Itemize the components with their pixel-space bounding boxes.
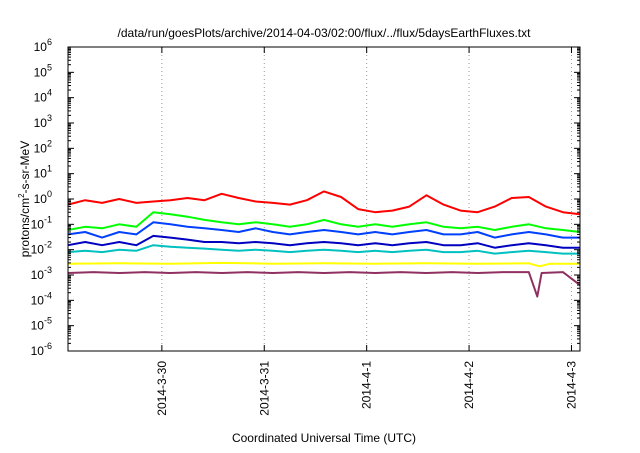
y-tick-label: 10-6 <box>31 341 52 358</box>
y-tick-label-base: 10 <box>31 243 45 257</box>
series-line <box>67 261 580 268</box>
y-tick-label: 10-4 <box>31 290 52 307</box>
chart-title: /data/run/goesPlots/archive/2014-04-03/0… <box>118 26 532 40</box>
y-tick-label: 100 <box>34 189 52 206</box>
y-tick-label-exp: -6 <box>44 341 52 351</box>
y-tick-label-exp: -4 <box>44 290 52 300</box>
y-tick-label: 10-3 <box>31 265 52 282</box>
y-tick-label: 105 <box>34 62 52 79</box>
series-line <box>67 211 581 233</box>
y-axis-label: protons/cm2-s-sr-MeV <box>17 141 32 257</box>
x-tick-label: 2014-3-31 <box>257 361 271 416</box>
y-tick-label: 10-5 <box>31 316 52 333</box>
y-tick-label: 103 <box>34 113 52 130</box>
y-axis: 10-610-510-410-310-210-11001011021031041… <box>31 37 580 358</box>
y-axis-label-sup: 2 <box>17 193 26 198</box>
x-tick-label: 2014-4-3 <box>564 361 578 409</box>
y-tick-label: 102 <box>34 138 52 155</box>
y-tick-label-exp: 3 <box>47 113 52 123</box>
y-tick-label-exp: -3 <box>44 265 52 275</box>
y-tick-label-base: 10 <box>34 141 48 155</box>
y-tick-label-exp: -2 <box>44 240 52 250</box>
y-tick-label-exp: 5 <box>47 62 52 72</box>
y-tick-label-exp: -1 <box>44 214 52 224</box>
y-tick-label-base: 10 <box>31 268 45 282</box>
y-tick-label-base: 10 <box>31 344 45 358</box>
series-line <box>67 190 581 216</box>
y-tick-label: 106 <box>34 37 52 54</box>
series-line <box>67 221 580 239</box>
series-line <box>67 271 581 298</box>
y-tick-label: 104 <box>34 88 52 105</box>
y-tick-label-base: 10 <box>34 65 48 79</box>
y-tick-label-base: 10 <box>34 167 48 181</box>
series-layer <box>67 190 581 298</box>
y-tick-label-base: 10 <box>34 91 48 105</box>
x-axis: 2014-3-30 2014-3-31 2014-4-1 2014-4-2 2014-4… <box>155 47 578 416</box>
series-line <box>67 244 580 255</box>
y-tick-label: 10-2 <box>31 240 52 257</box>
x-tick-label: 2014-3-30 <box>155 361 169 416</box>
y-tick-label-exp: 4 <box>47 88 52 98</box>
y-axis-label-rest: -s-sr-MeV <box>18 141 32 194</box>
y-tick-label-exp: 2 <box>47 138 52 148</box>
y-tick-label-base: 10 <box>34 192 48 206</box>
series-line <box>67 234 580 249</box>
x-tick-label: 2014-4-1 <box>360 361 374 409</box>
y-tick-label-base: 10 <box>31 217 45 231</box>
grid-lines <box>161 47 572 351</box>
y-tick-label: 101 <box>34 164 52 181</box>
y-tick-label-base: 10 <box>34 40 48 54</box>
plot-frame <box>67 46 581 352</box>
y-axis-label-base: protons/cm <box>18 198 32 257</box>
y-tick-label-base: 10 <box>31 319 45 333</box>
y-tick-label-exp: 6 <box>47 37 52 47</box>
x-tick-label: 2014-4-2 <box>462 361 476 409</box>
y-tick-label-base: 10 <box>34 116 48 130</box>
x-axis-label: Coordinated Universal Time (UTC) <box>232 431 416 445</box>
y-tick-label-exp: 1 <box>47 164 52 174</box>
y-tick-label: 10-1 <box>31 214 52 231</box>
y-tick-label-base: 10 <box>31 293 45 307</box>
y-tick-label-exp: -5 <box>44 316 52 326</box>
y-tick-label-exp: 0 <box>47 189 52 199</box>
